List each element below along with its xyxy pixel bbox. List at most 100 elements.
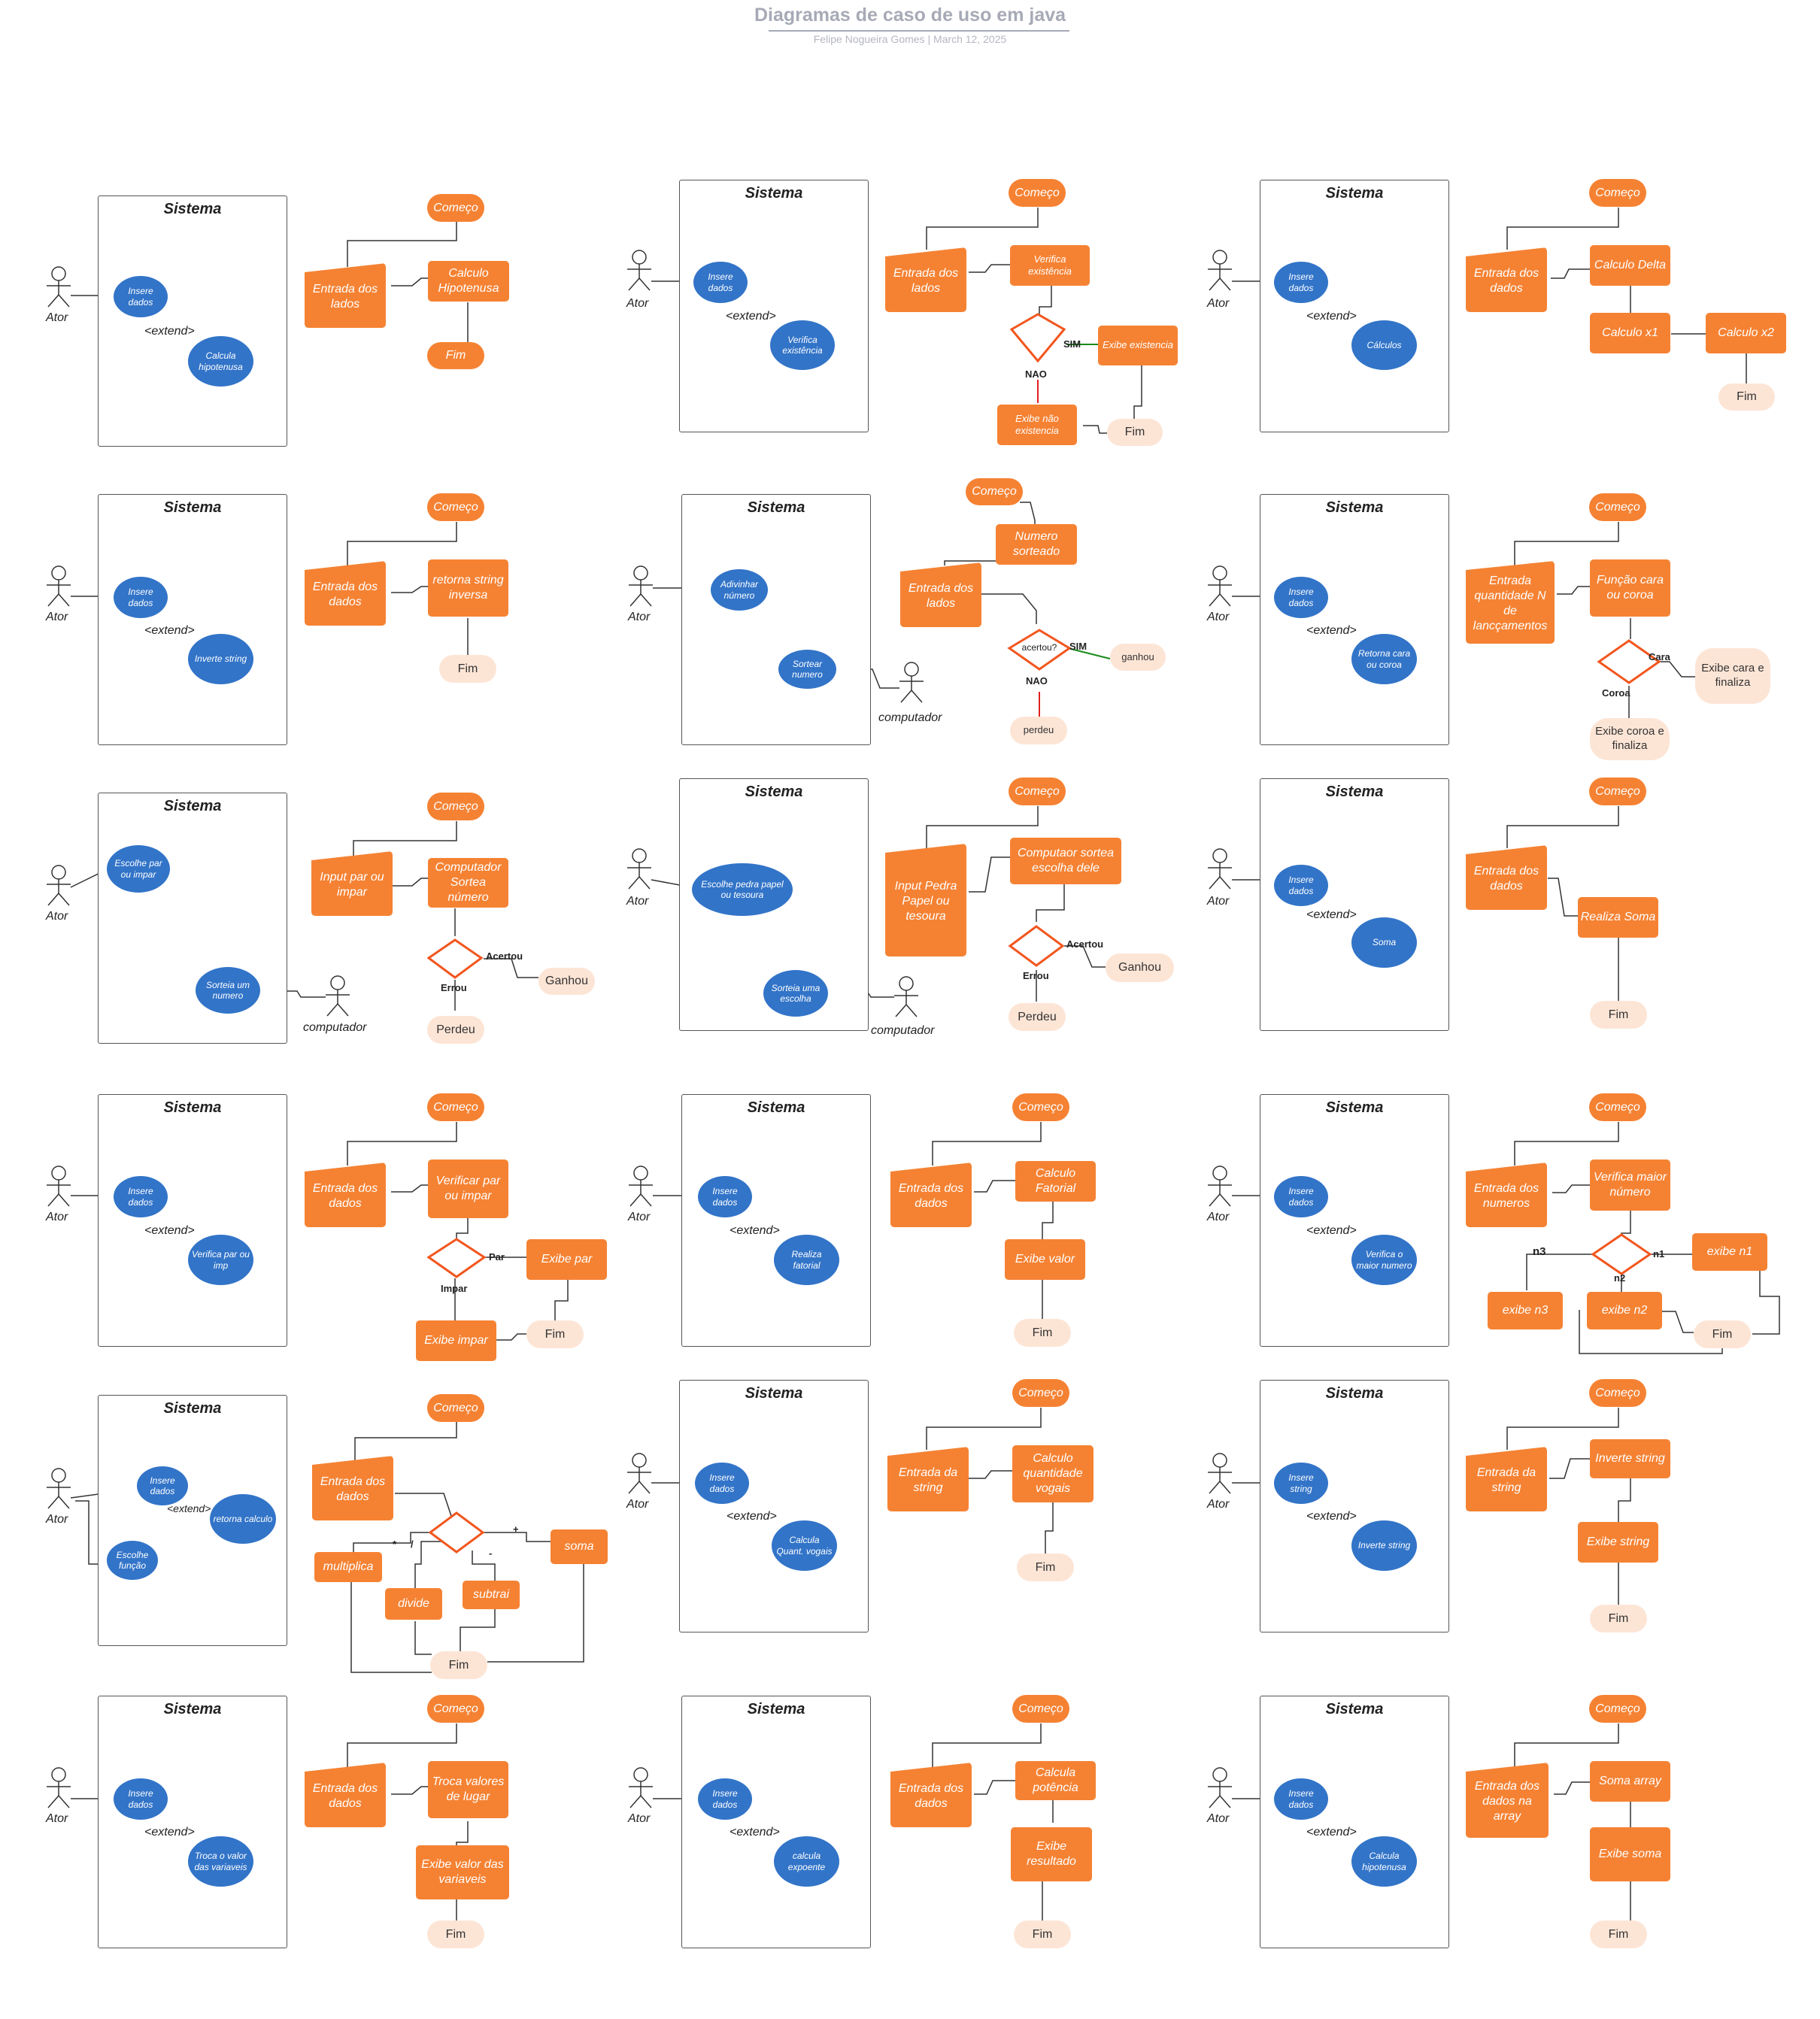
show-heads-node[interactable]: Exibe cara e finaliza — [1695, 648, 1770, 704]
start-node[interactable]: Começo — [966, 478, 1023, 505]
end-node[interactable]: Fim — [427, 342, 484, 369]
usecase-insert-data[interactable]: Insere dados — [693, 262, 748, 303]
start-node[interactable]: Começo — [1009, 179, 1066, 207]
win-node[interactable]: Ganhou — [1106, 953, 1174, 982]
start-node[interactable]: Começo — [427, 1093, 484, 1121]
usecase-calculations[interactable]: Cálculos — [1351, 320, 1417, 370]
lose-node[interactable]: perdeu — [1010, 717, 1067, 744]
usecase-reverse-string[interactable]: Inverte string — [1351, 1520, 1417, 1571]
usecase-verify-existence[interactable]: Verifica existência — [770, 320, 835, 370]
usecase-choose-even-odd[interactable]: Escolhe par ou impar — [107, 845, 170, 893]
usecase-insert-data[interactable]: Insere dados — [114, 577, 168, 618]
process-show-sum[interactable]: Exibe soma — [1590, 1827, 1670, 1881]
usecase-draw-number[interactable]: Sorteia um numero — [196, 967, 260, 1014]
win-node[interactable]: ganhou — [1110, 644, 1166, 671]
usecase-insert-data[interactable]: Insere dados — [114, 1176, 168, 1217]
usecase-insert-data[interactable]: Insere dados — [1274, 865, 1328, 906]
process-show-n2[interactable]: exibe n2 — [1587, 1292, 1662, 1329]
usecase-factorial[interactable]: Realiza fatorial — [774, 1235, 839, 1285]
process-computer-choice[interactable]: Computaor sortea escolha dele — [1010, 838, 1121, 884]
process-delta[interactable]: Calculo Delta — [1590, 245, 1670, 286]
process-show-value[interactable]: Exibe valor — [1005, 1239, 1085, 1280]
usecase-insert-data[interactable]: Insere dados — [1274, 1176, 1328, 1217]
input-node[interactable]: Entrada dos numeros — [1466, 1163, 1547, 1227]
process-subtract[interactable]: subtrai — [463, 1581, 520, 1609]
usecase-guess-number[interactable]: Adivinhar número — [711, 569, 768, 611]
end-node[interactable]: Fim — [526, 1320, 584, 1348]
end-node[interactable]: Fim — [1017, 1554, 1074, 1581]
usecase-insert-data[interactable]: Insere dados — [1274, 262, 1328, 303]
usecase-draw-number[interactable]: Sortear numero — [778, 650, 836, 689]
start-node[interactable]: Começo — [427, 793, 484, 820]
process-verify[interactable]: Verifica existência — [1010, 245, 1090, 286]
process-max[interactable]: Verifica maior número — [1590, 1160, 1670, 1211]
end-node[interactable]: Fim — [439, 655, 496, 683]
usecase-coin-toss[interactable]: Retorna cara ou coroa — [1351, 634, 1417, 684]
process-sum-array[interactable]: Soma array — [1590, 1761, 1670, 1802]
start-node[interactable]: Começo — [427, 1695, 484, 1723]
lose-node[interactable]: Perdeu — [427, 1016, 484, 1044]
start-node[interactable]: Começo — [1589, 493, 1646, 521]
process-divide[interactable]: divide — [385, 1588, 442, 1620]
usecase-return-calc[interactable]: retorna calculo — [210, 1494, 276, 1544]
end-node[interactable]: Fim — [1107, 419, 1163, 446]
input-node[interactable]: Entrada dos dados — [890, 1763, 972, 1827]
start-node[interactable]: Começo — [427, 194, 484, 222]
input-node[interactable]: Entrada dos dados na array — [1466, 1763, 1549, 1838]
process-show-not-exists[interactable]: Exibe não existencia — [997, 405, 1077, 445]
process-multiply[interactable]: multiplica — [314, 1552, 382, 1582]
input-node[interactable]: Entrada dos dados — [305, 561, 386, 626]
process-count-vowels[interactable]: Calculo quantidade vogais — [1012, 1445, 1094, 1502]
end-node[interactable]: Fim — [430, 1651, 487, 1679]
process-show-n3[interactable]: exibe n3 — [1488, 1292, 1563, 1329]
start-node[interactable]: Começo — [1012, 1379, 1069, 1407]
usecase-insert-data[interactable]: Insere dados — [1274, 1778, 1328, 1820]
process-check-even-odd[interactable]: Verificar par ou impar — [428, 1160, 508, 1218]
input-node[interactable]: Entrada da string — [1466, 1447, 1547, 1511]
process-show-odd[interactable]: Exibe impar — [416, 1320, 496, 1361]
process-coin-function[interactable]: Função cara ou coroa — [1590, 559, 1670, 617]
process-x2[interactable]: Calculo x2 — [1706, 313, 1786, 353]
end-node[interactable]: Fim — [1694, 1320, 1751, 1348]
usecase-random-choice[interactable]: Sorteia uma escolha — [763, 970, 828, 1017]
usecase-max-number[interactable]: Verifica o maior numero — [1351, 1235, 1417, 1285]
usecase-insert-data[interactable]: Insere dados — [1274, 577, 1328, 618]
process-number-drawn[interactable]: Numero sorteado — [996, 524, 1077, 565]
process-sum[interactable]: soma — [551, 1529, 608, 1564]
usecase-exponent[interactable]: calcula expoente — [774, 1836, 839, 1887]
start-node[interactable]: Começo — [1589, 778, 1646, 805]
usecase-insert-data[interactable]: Insere dados — [137, 1466, 188, 1505]
usecase-hypotenuse[interactable]: Calcula hipotenusa — [1351, 1836, 1417, 1887]
input-node[interactable]: Entrada da string — [887, 1447, 969, 1511]
process-show-n1[interactable]: exibe n1 — [1692, 1233, 1767, 1271]
usecase-count-vowels[interactable]: Calcula Quant. vogais — [772, 1520, 837, 1571]
start-node[interactable]: Começo — [1589, 1093, 1646, 1121]
input-node[interactable]: Input Pedra Papel ou tesoura — [885, 844, 966, 956]
start-node[interactable]: Começo — [1589, 179, 1646, 207]
usecase-insert-string[interactable]: Insere string — [1274, 1463, 1328, 1504]
usecase-hypotenuse[interactable]: Calcula hipotenusa — [188, 336, 253, 387]
start-node[interactable]: Começo — [1012, 1695, 1069, 1723]
process-show-string[interactable]: Exibe string — [1578, 1522, 1658, 1563]
input-node[interactable]: Entrada dos dados — [890, 1163, 972, 1227]
input-node[interactable]: Entrada dos lados — [885, 247, 966, 312]
usecase-insert-data[interactable]: Insere dados — [114, 276, 168, 317]
end-node[interactable]: Fim — [1014, 1319, 1071, 1347]
usecase-insert-data[interactable]: Insere dados — [695, 1463, 749, 1504]
process-reverse-string[interactable]: Inverte string — [1590, 1439, 1670, 1478]
lose-node[interactable]: Perdeu — [1009, 1003, 1066, 1031]
input-node[interactable]: Entrada dos dados — [312, 1456, 393, 1520]
usecase-choose-rps[interactable]: Escolhe pedra papel ou tesoura — [692, 863, 793, 916]
process-hypotenuse[interactable]: Calculo Hipotenusa — [428, 261, 509, 302]
input-node[interactable]: Entrada dos dados — [1466, 845, 1547, 910]
input-node[interactable]: Entrada dos dados — [305, 1763, 386, 1827]
end-node[interactable]: Fim — [1590, 1920, 1647, 1948]
input-node[interactable]: Entrada dos dados — [305, 1163, 386, 1227]
process-x1[interactable]: Calculo x1 — [1590, 313, 1670, 353]
input-node[interactable]: Input par ou impar — [311, 851, 393, 916]
process-sum[interactable]: Realiza Soma — [1578, 897, 1658, 938]
usecase-swap-values[interactable]: Troca o valor das variaveis — [188, 1836, 253, 1887]
process-show-even[interactable]: Exibe par — [526, 1239, 607, 1280]
input-node[interactable]: Entrada dos lados — [900, 562, 981, 627]
start-node[interactable]: Começo — [1012, 1093, 1069, 1121]
